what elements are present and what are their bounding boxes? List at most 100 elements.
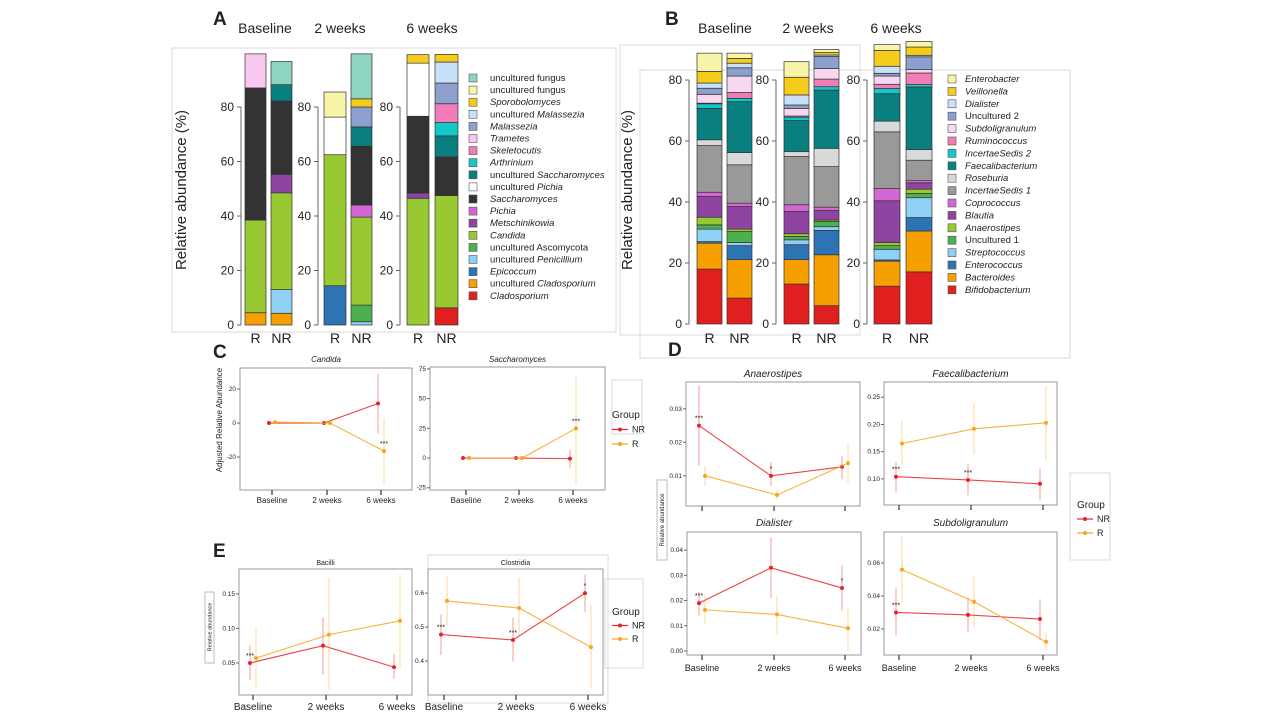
significance-marker: * [770, 466, 773, 473]
legend-item: IncertaeSedis 1 [965, 186, 1031, 197]
y-label-box [204, 591, 215, 664]
legend-name: Sporobolomyces [490, 97, 561, 108]
x-tick-label: 2 weeks [757, 663, 791, 673]
legend-item: Veillonella [965, 86, 1008, 97]
x-tick-label: Baseline [234, 702, 273, 713]
series-r [445, 576, 593, 689]
bar-segment [696, 93, 723, 104]
bar-segment [813, 221, 840, 228]
legend-e: Group NR R [612, 607, 645, 644]
legend-swatch [468, 255, 478, 264]
y-tick-label: 0.05 [222, 660, 235, 667]
stacked-bar-chart-a: Relative abundance (%) Baseline 2 weeks 6 w… [173, 20, 605, 346]
y-tick-label: 80 [221, 100, 235, 114]
plot-area [239, 367, 413, 491]
legend-prefix: uncultured [490, 170, 537, 181]
legend-item: Bacteroides [965, 272, 1015, 283]
data-point [461, 456, 465, 461]
bar-segment [783, 283, 810, 325]
bar-segment [350, 106, 373, 128]
legend-item: uncultured Pichia [490, 182, 563, 193]
data-point [846, 626, 850, 631]
bar-segment [873, 260, 901, 287]
bar-segment [696, 228, 723, 243]
data-point [775, 612, 779, 617]
legend-name: Veillonella [965, 86, 1008, 97]
bar-segment [905, 46, 933, 56]
legend-item: Epicoccum [490, 267, 537, 278]
series-r [900, 386, 1048, 466]
bar-segment [270, 100, 293, 175]
y-tick-label: 0.02 [669, 439, 682, 446]
legend-name: Epicoccum [490, 267, 537, 278]
bar-segment [434, 307, 459, 326]
data-point [467, 456, 471, 461]
x-tick-label: 2 weeks [498, 702, 535, 713]
bar-segment [905, 182, 933, 190]
y-tick-label: 60 [380, 155, 394, 169]
y-tick-label: 0 [853, 317, 860, 331]
legend-name: Saccharomyces [537, 170, 605, 181]
x-tick-label: 6 weeks [1026, 663, 1060, 673]
legend-swatch [468, 146, 478, 155]
significance-marker: *** [246, 653, 254, 660]
bar-segment [696, 191, 723, 197]
legend-swatch [468, 206, 478, 216]
legend-point-key [618, 637, 622, 641]
line-chart-candida: Candida -20 0 20 Baseline 2 weeks 6 weeks *** [227, 355, 413, 505]
bar-segment [813, 49, 840, 53]
y-tick-label: 0.03 [669, 406, 682, 413]
x-tick-label: 6 weeks [570, 702, 607, 713]
legend-item: Ruminococcus [965, 136, 1028, 147]
bar-segment [873, 248, 901, 261]
bar-segment [905, 159, 933, 181]
bar-segment [783, 94, 810, 106]
legend-name: uncultured fungus [490, 73, 566, 84]
y-axis-label: Relative abundance [660, 493, 666, 547]
data-point [697, 601, 701, 606]
data-point [574, 426, 578, 431]
data-point [972, 599, 976, 604]
significance-marker: *** [437, 625, 445, 632]
y-tick-label: 20 [847, 256, 861, 270]
bar-segment [873, 120, 901, 133]
bar-segment [873, 93, 901, 122]
legend-name: Malassezia [490, 121, 538, 132]
legend-item: Sporobolomyces [490, 97, 561, 108]
line-chart-dialister: Dialister 0.00 0.01 0.02 0.03 0.04 Baseline 2 w… [670, 518, 862, 673]
legend-name: IncertaeSedis 2 [965, 148, 1032, 159]
bar-segment [905, 271, 933, 325]
bar-segment [270, 173, 293, 194]
y-tick-label: 0.25 [867, 394, 880, 401]
bar-segment [726, 245, 753, 260]
data-point [517, 606, 521, 611]
y-tick-label: 40 [756, 195, 770, 209]
bar-segment [726, 92, 753, 99]
legend-item: Uncultured 1 [965, 235, 1019, 246]
legend-name: Arthrinium [489, 158, 533, 169]
legend-item: Subdoligranulum [965, 124, 1036, 135]
group-label: R [704, 330, 714, 346]
series-nr: **** [695, 385, 844, 486]
bar-segment [873, 72, 901, 77]
bar-segment [350, 53, 373, 100]
y-tick-label: 0.10 [222, 625, 235, 632]
frame-border [619, 44, 861, 336]
y-tick-label: 0.02 [867, 626, 880, 633]
group-label: NR [816, 330, 836, 346]
bar-segment [726, 297, 753, 325]
legend-name: Cladosporium [537, 279, 596, 290]
bar-segment [350, 304, 373, 323]
bar-segment [696, 71, 723, 84]
group-label: R [791, 330, 801, 346]
y-tick-label: 20 [229, 386, 237, 393]
data-point [769, 473, 773, 478]
legend-prefix: uncultured [490, 182, 537, 193]
bar-segment [434, 122, 459, 137]
legend-name: Cladosporium [490, 291, 549, 302]
bar-segment [813, 166, 840, 208]
bar-segment [783, 151, 810, 157]
